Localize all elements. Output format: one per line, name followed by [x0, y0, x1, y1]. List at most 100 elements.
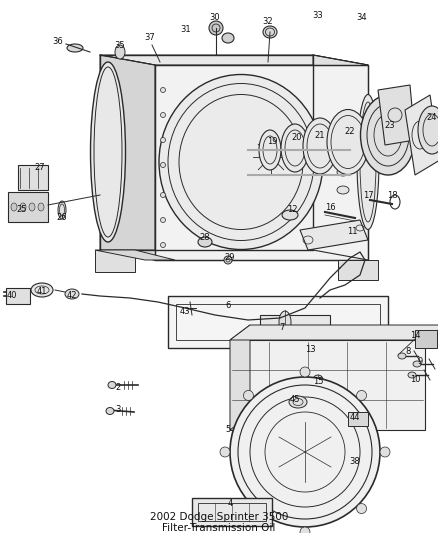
Ellipse shape — [160, 87, 166, 93]
Polygon shape — [100, 250, 368, 260]
Text: 44: 44 — [350, 414, 360, 423]
Ellipse shape — [279, 311, 291, 333]
Polygon shape — [100, 55, 155, 260]
Ellipse shape — [230, 377, 380, 527]
Ellipse shape — [91, 62, 126, 242]
Polygon shape — [168, 296, 388, 348]
Ellipse shape — [418, 106, 438, 154]
Text: 7: 7 — [279, 324, 285, 333]
Text: 36: 36 — [53, 37, 64, 46]
Polygon shape — [95, 250, 135, 272]
Text: 4: 4 — [227, 498, 233, 507]
Text: 33: 33 — [313, 11, 323, 20]
Ellipse shape — [398, 353, 406, 359]
Polygon shape — [100, 55, 368, 65]
Text: 8: 8 — [405, 348, 411, 357]
Text: 18: 18 — [387, 191, 397, 200]
Ellipse shape — [300, 367, 310, 377]
Text: 32: 32 — [263, 18, 273, 27]
Ellipse shape — [160, 217, 166, 222]
Text: 2: 2 — [115, 384, 120, 392]
Text: 34: 34 — [357, 13, 367, 22]
Text: 19: 19 — [267, 138, 277, 147]
Ellipse shape — [259, 130, 281, 170]
Bar — [6, 288, 30, 304]
Text: 13: 13 — [305, 345, 315, 354]
Polygon shape — [313, 55, 368, 260]
Ellipse shape — [11, 203, 17, 211]
Text: 29: 29 — [225, 254, 235, 262]
Ellipse shape — [263, 26, 277, 38]
Ellipse shape — [198, 237, 212, 247]
Bar — [192, 498, 272, 526]
Bar — [198, 503, 266, 521]
Text: 28: 28 — [200, 233, 210, 243]
Ellipse shape — [282, 210, 298, 220]
Text: 22: 22 — [345, 127, 355, 136]
Ellipse shape — [160, 138, 166, 142]
Ellipse shape — [160, 192, 166, 198]
Text: 27: 27 — [35, 164, 45, 173]
Ellipse shape — [222, 33, 234, 43]
Text: 41: 41 — [37, 287, 47, 296]
Text: 24: 24 — [427, 114, 437, 123]
Ellipse shape — [303, 118, 337, 174]
Ellipse shape — [115, 45, 125, 59]
Polygon shape — [230, 340, 425, 430]
Text: 26: 26 — [57, 214, 67, 222]
Text: Filter-Transmission Oil: Filter-Transmission Oil — [162, 523, 276, 533]
Text: 15: 15 — [313, 377, 323, 386]
Text: 43: 43 — [180, 308, 191, 317]
Bar — [415, 330, 437, 348]
Ellipse shape — [413, 361, 421, 367]
Ellipse shape — [224, 256, 232, 264]
Polygon shape — [378, 85, 415, 145]
Text: 35: 35 — [115, 41, 125, 50]
Ellipse shape — [20, 203, 26, 211]
Ellipse shape — [408, 372, 416, 378]
Text: 45: 45 — [290, 395, 300, 405]
Ellipse shape — [337, 168, 349, 176]
Ellipse shape — [106, 408, 114, 415]
Ellipse shape — [281, 124, 309, 172]
Text: 11: 11 — [347, 228, 357, 237]
Text: 21: 21 — [315, 132, 325, 141]
Polygon shape — [405, 95, 438, 175]
Ellipse shape — [38, 203, 44, 211]
Ellipse shape — [357, 504, 367, 514]
Ellipse shape — [327, 109, 369, 174]
Text: 3: 3 — [115, 406, 121, 415]
Text: 5: 5 — [226, 425, 231, 434]
Ellipse shape — [31, 283, 53, 297]
Text: 38: 38 — [350, 457, 360, 466]
Ellipse shape — [360, 95, 416, 175]
Text: 10: 10 — [410, 376, 420, 384]
Text: 17: 17 — [363, 191, 373, 200]
Text: 30: 30 — [210, 13, 220, 22]
Ellipse shape — [160, 163, 166, 167]
Ellipse shape — [58, 201, 66, 219]
Ellipse shape — [337, 186, 349, 194]
Polygon shape — [300, 220, 368, 250]
Ellipse shape — [300, 527, 310, 533]
Polygon shape — [230, 325, 438, 340]
Ellipse shape — [380, 447, 390, 457]
Text: 25: 25 — [17, 206, 27, 214]
Text: 40: 40 — [7, 292, 17, 301]
Bar — [18, 165, 48, 190]
Ellipse shape — [67, 44, 83, 52]
Polygon shape — [95, 250, 175, 260]
Text: 16: 16 — [325, 204, 336, 213]
Text: 14: 14 — [410, 330, 420, 340]
Ellipse shape — [220, 447, 230, 457]
Text: 23: 23 — [385, 120, 396, 130]
Text: 20: 20 — [292, 133, 302, 142]
Polygon shape — [338, 260, 378, 280]
Ellipse shape — [244, 391, 254, 400]
Ellipse shape — [337, 128, 349, 136]
Bar — [8, 192, 48, 222]
Text: 2002 Dodge Sprinter 3500: 2002 Dodge Sprinter 3500 — [150, 512, 288, 522]
Polygon shape — [155, 65, 368, 260]
Text: 37: 37 — [145, 34, 155, 43]
Text: 6: 6 — [225, 301, 231, 310]
